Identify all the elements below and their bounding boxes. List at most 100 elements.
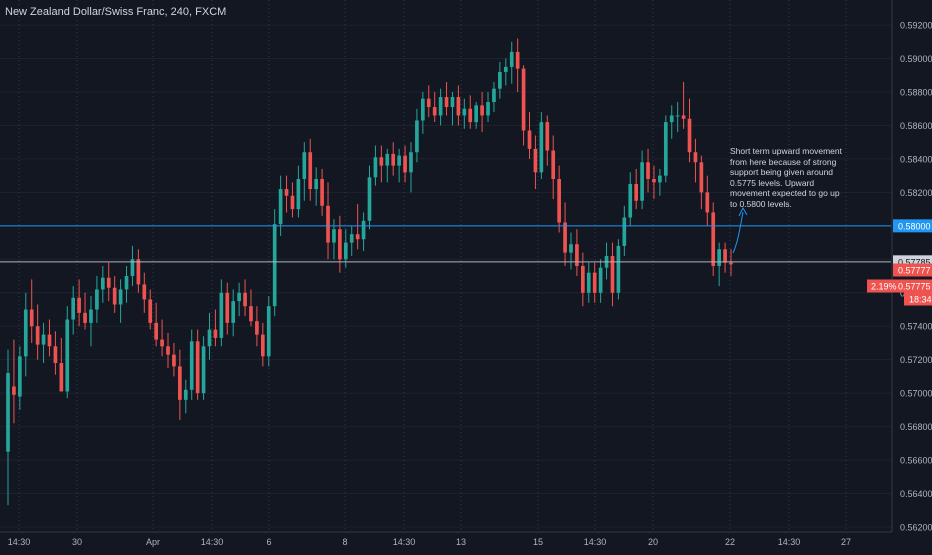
candle-body-up [219,292,224,338]
candle-body-up [438,97,443,116]
price-tag-bid: 0.57777 [893,263,932,277]
candle-body-down [699,162,704,193]
candle-body-down [213,329,218,338]
candle-body-down [83,312,87,323]
candle-body-down [160,339,164,347]
candle-body-up [628,184,633,218]
candle-body-down [308,152,313,190]
candle-body-up [361,220,366,240]
countdown-tag-label: 18:34 [909,295,932,305]
candle-body-down [112,287,117,305]
candle-body-down [136,259,141,285]
candle-body-up [18,356,22,397]
y-tick-label: 0.57000 [900,389,932,399]
candle-body-up [450,97,455,108]
candle-body-down [326,205,330,243]
annotation-text[interactable]: Short term upward movement from here bec… [730,146,842,209]
candle-body-up [41,334,46,345]
candle-body-down [12,386,16,395]
y-tick-label: 0.56600 [900,456,932,466]
candle-body-down [575,244,579,266]
candle-body-down [148,299,153,323]
candle-body-up [207,329,212,347]
candle-body-up [569,244,573,253]
candle-body-down [225,292,230,323]
candle-body-up [231,301,236,323]
x-tick-label: Apr [146,537,160,547]
y-tick-label: 0.58600 [900,121,932,131]
candle-body-up [373,157,378,178]
candle-body-down [705,192,710,213]
candle-body-up [296,179,301,210]
candle-body-down [355,234,360,240]
candle-body-down [243,292,247,307]
candle-body-down [403,155,407,173]
y-tick-label: 0.56400 [900,489,932,499]
candle-body-up [100,277,105,290]
candle-body-down [551,150,556,180]
candle-body-up [367,177,372,221]
candle-body-down [426,98,431,108]
y-tick-label: 0.59000 [900,54,932,64]
candle-body-up [397,155,401,166]
candle-body-down [35,326,40,345]
candle-body-down [592,272,597,293]
candle-body-down [533,148,538,173]
candle-body-up [717,249,721,266]
candle-body-up [598,267,603,293]
candle-body-up [332,229,336,243]
candle-body-down [432,107,437,116]
price-tag-resistance-label: 0.58000 [898,221,931,231]
candle-body-up [486,102,490,116]
change-badge: 2.19% [867,279,897,293]
candle-body-down [260,334,265,357]
y-tick-label: 0.58400 [900,154,932,164]
x-tick-label: 22 [725,537,735,547]
candle-body-up [130,259,135,277]
y-tick-label: 0.57200 [900,355,932,365]
candle-body-up [23,309,28,357]
price-tag-last-label: 0.57775 [898,282,931,292]
y-tick-label: 0.58200 [900,188,932,198]
candle-body-down [379,157,384,166]
candle-body-up [343,242,348,260]
candle-body-up [118,289,123,305]
candle-body-down [284,189,289,196]
candle-body-down [456,97,461,116]
candle-body-down [142,284,147,300]
candle-body-up [492,88,496,103]
candle-body-up [474,105,479,123]
candle-body-down [693,152,698,163]
candle-body-up [201,346,206,394]
price-tag-support-label: 0.57785 [898,257,931,267]
y-tick-label: 0.56200 [900,522,932,532]
x-tick-label: 6 [266,537,271,547]
x-tick-label: 20 [648,537,658,547]
candle-body-down [391,153,396,166]
change-badge-label: 2.19% [871,282,897,292]
x-tick-label: 14:30 [778,537,801,547]
candle-body-up [189,341,194,390]
candle-body-up [314,179,319,190]
candle-body-up [616,245,621,293]
candle-body-up [640,162,644,201]
x-tick-label: 14:30 [8,537,31,547]
candle-body-down [652,179,656,183]
candle-body-down [634,184,639,201]
candle-body-down [290,195,295,210]
candle-body-up [65,319,70,392]
candle-body-down [59,363,64,392]
x-tick-label: 27 [841,537,851,547]
candle-body-up [462,108,467,116]
x-tick-label: 14:30 [393,537,416,547]
candle-body-down [178,366,182,400]
candle-body-up [95,289,99,310]
candle-body-up [663,122,668,176]
candle-body-down [154,322,158,340]
candle-body-up [503,66,508,72]
candle-body-up [509,51,514,67]
candle-body-up [349,234,354,243]
candle-body-down [320,179,324,206]
